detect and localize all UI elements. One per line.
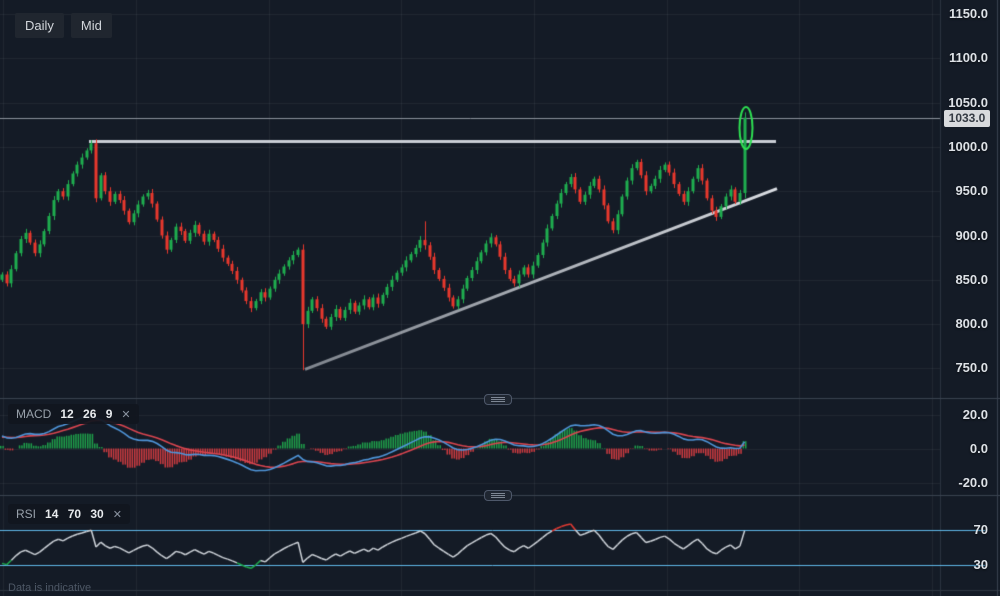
price-tick-label: 1050.0	[948, 94, 988, 110]
macd-pane-resize-handle[interactable]	[484, 393, 512, 405]
macd-params[interactable]: 12 26 9	[60, 407, 113, 421]
rsi-pane-resize-handle[interactable]	[484, 490, 512, 501]
macd-tick-label: 0.0	[969, 440, 988, 456]
price-tick-label: 1100.0	[948, 50, 988, 66]
disclaimer-text: Data is indicative	[8, 582, 92, 594]
price-tick-label: 750.0	[955, 360, 988, 376]
macd-indicator-badge: MACD 12 26 9 ✕	[8, 404, 139, 424]
current-price-tag: 1033.0	[944, 109, 990, 127]
price-tick-label: 1150.0	[948, 6, 988, 21]
mid-button[interactable]: Mid	[70, 13, 112, 38]
rsi-indicator-badge: RSI 14 70 30 ✕	[8, 504, 130, 524]
price-tick-label: 850.0	[955, 271, 988, 287]
rsi-tick-label: 30	[973, 556, 988, 572]
macd-close-icon[interactable]: ✕	[121, 408, 131, 421]
price-tick-label: 900.0	[955, 227, 988, 243]
timeframe-toolbar: Daily Mid	[15, 13, 112, 38]
rsi-params[interactable]: 14 70 30	[45, 507, 104, 521]
macd-tick-label: -20.0	[958, 474, 988, 490]
rsi-label: RSI	[16, 507, 37, 521]
price-tick-label: 1000.0	[948, 138, 988, 154]
rsi-close-icon[interactable]: ✕	[112, 508, 122, 521]
rsi-tick-label: 70	[973, 521, 988, 537]
macd-tick-label: 20.0	[962, 406, 988, 422]
price-tick-label: 950.0	[955, 183, 988, 199]
daily-button[interactable]: Daily	[15, 13, 64, 38]
price-tick-label: 800.0	[955, 316, 988, 332]
macd-label: MACD	[16, 407, 52, 421]
